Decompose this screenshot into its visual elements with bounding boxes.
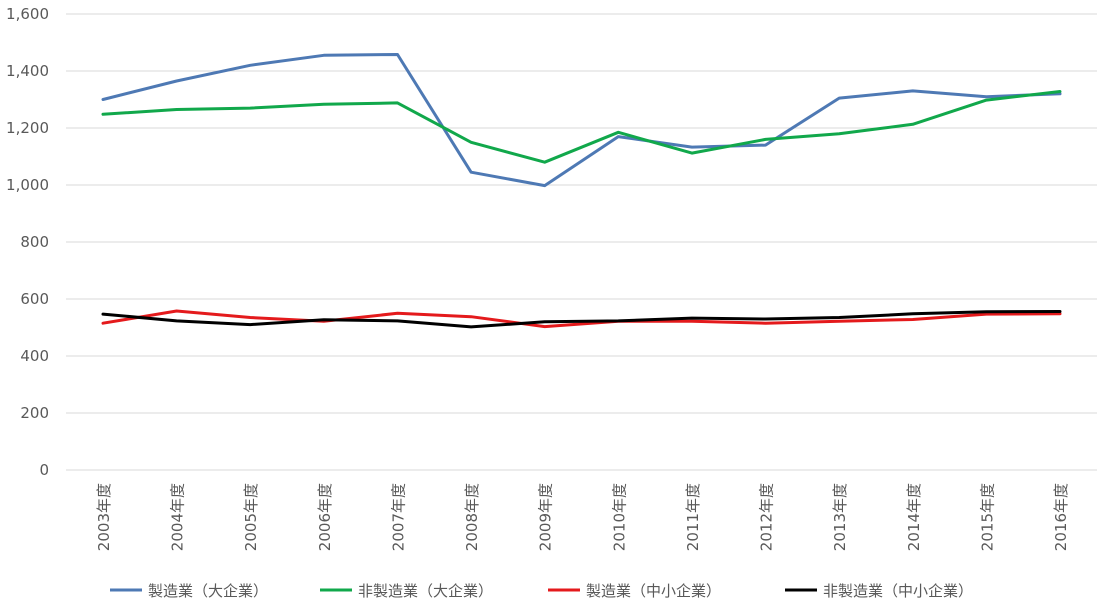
y-tick-label: 1,200 <box>6 119 49 137</box>
x-tick-label: 2014年度 <box>905 483 923 551</box>
y-tick-label: 0 <box>39 461 49 479</box>
y-tick-label: 600 <box>20 290 49 308</box>
x-tick-label: 2015年度 <box>978 483 996 551</box>
legend-label-4: 非製造業（中小企業） <box>823 582 973 600</box>
gridlines <box>66 13 1097 471</box>
x-tick-label: 2013年度 <box>831 483 849 551</box>
x-tick-label: 2009年度 <box>537 483 555 551</box>
y-tick-label: 200 <box>20 404 49 422</box>
legend: 製造業（大企業） 非製造業（大企業） 製造業（中小企業） 非製造業（中小企業） <box>110 582 973 600</box>
x-tick-label: 2005年度 <box>242 483 260 551</box>
x-tick-label: 2010年度 <box>610 483 628 551</box>
x-tick-label: 2016年度 <box>1052 483 1070 551</box>
x-tick-label: 2006年度 <box>316 483 334 551</box>
x-tick-label: 2008年度 <box>463 483 481 551</box>
y-tick-label: 400 <box>20 347 49 365</box>
y-tick-label: 800 <box>20 233 49 251</box>
y-axis: 0 200 400 600 800 1,000 1,200 1,400 1,600 <box>6 5 49 479</box>
x-tick-label: 2007年度 <box>389 483 407 551</box>
y-tick-label: 1,600 <box>6 5 49 23</box>
series-line-3 <box>101 309 1062 329</box>
x-tick-label: 2003年度 <box>95 483 113 551</box>
series-lines <box>101 53 1062 329</box>
series-line-4 <box>101 310 1062 329</box>
series-line-1 <box>101 53 1062 188</box>
x-tick-label: 2004年度 <box>169 483 187 551</box>
series-line-2 <box>101 90 1062 164</box>
legend-label-1: 製造業（大企業） <box>148 582 268 600</box>
x-tick-label: 2011年度 <box>684 483 702 551</box>
legend-label-2: 非製造業（大企業） <box>358 582 493 600</box>
x-tick-label: 2012年度 <box>758 483 776 551</box>
y-tick-label: 1,400 <box>6 62 49 80</box>
legend-label-3: 製造業（中小企業） <box>586 582 721 600</box>
x-axis: 2003年度 2004年度 2005年度 2006年度 2007年度 2008年度 2009… <box>95 483 1070 551</box>
y-tick-label: 1,000 <box>6 176 49 194</box>
